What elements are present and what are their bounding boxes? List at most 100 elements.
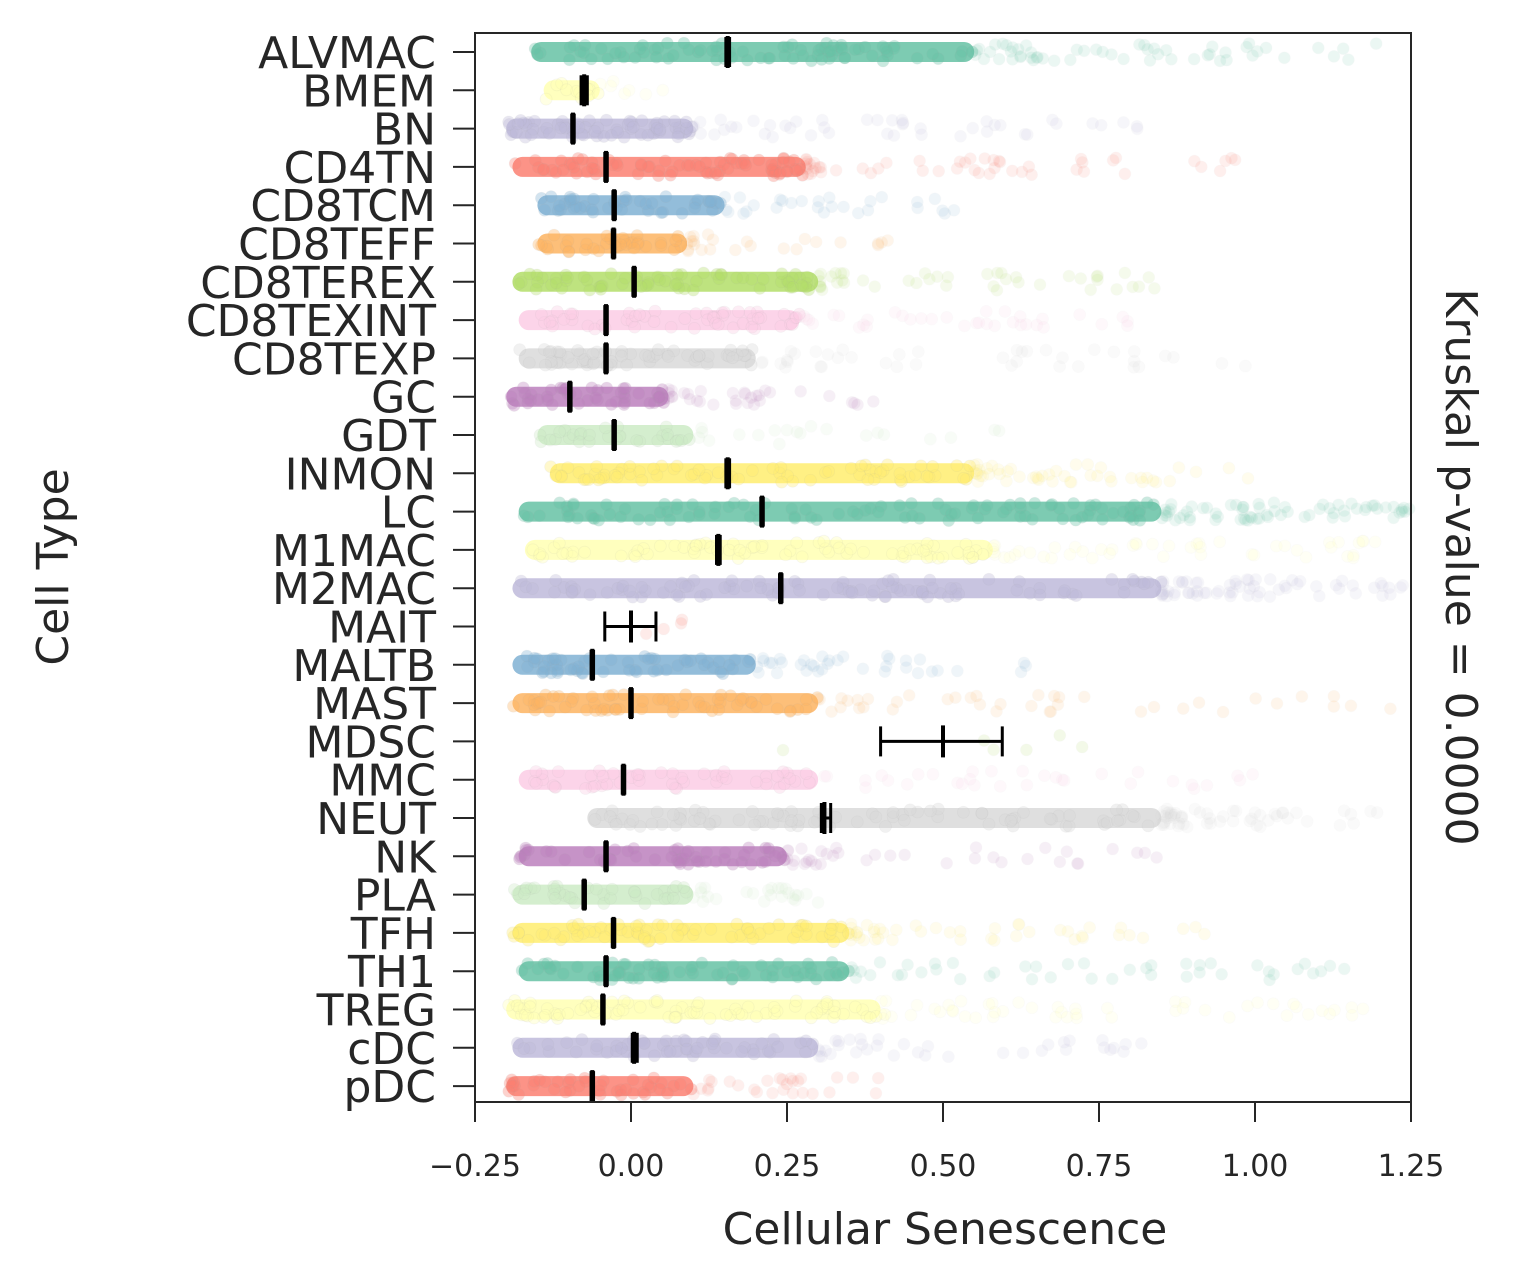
point-lc	[1052, 502, 1066, 515]
point-m2mac	[1249, 573, 1262, 586]
point-cd4tn	[658, 154, 672, 168]
point-cd4tn	[767, 169, 781, 183]
point-alvmac	[1012, 43, 1025, 56]
point-m1mac	[578, 545, 591, 559]
point-bn	[687, 120, 700, 133]
point-cd4tn	[987, 154, 1000, 167]
point-m1mac	[1003, 551, 1016, 564]
point-cd4tn	[723, 151, 737, 165]
point-inmon	[854, 459, 868, 473]
point-cdc	[679, 1034, 693, 1048]
point-lc	[1183, 511, 1196, 524]
point-cd8terex	[523, 267, 537, 281]
point-cd8texp	[681, 349, 695, 362]
point-lc	[670, 502, 684, 516]
point-cd8texint	[1121, 315, 1134, 328]
point-cd8tcm	[551, 204, 565, 217]
point-cd8terex	[1033, 278, 1046, 291]
point-maltb	[575, 666, 589, 680]
point-cd4tn	[673, 158, 686, 172]
point-m2mac	[1186, 587, 1199, 600]
point-m1mac	[1192, 537, 1205, 550]
point-lc	[945, 507, 958, 521]
point-gc	[745, 391, 758, 404]
point-gc	[657, 396, 671, 410]
point-maltb	[775, 656, 788, 669]
point-neut	[1155, 818, 1168, 831]
point-th1	[930, 963, 943, 976]
point-cd8terex	[561, 271, 574, 284]
point-maltb	[520, 649, 534, 663]
point-m2mac	[1223, 579, 1236, 592]
point-mmc	[773, 781, 787, 794]
point-m1mac	[1013, 545, 1026, 558]
point-gc	[738, 386, 751, 399]
point-lc	[567, 497, 580, 511]
point-mmc	[596, 770, 610, 783]
point-lc	[561, 510, 575, 524]
point-lc	[1298, 510, 1311, 523]
point-cd8teff	[587, 242, 600, 256]
point-tfh	[1012, 918, 1025, 931]
point-alvmac	[1133, 38, 1146, 51]
point-neut	[982, 817, 996, 831]
point-cd4tn	[528, 153, 542, 167]
point-cd8texint	[545, 319, 559, 333]
point-cd8texint	[537, 316, 551, 329]
point-maltb	[550, 658, 564, 672]
point-alvmac	[578, 38, 592, 52]
point-treg	[986, 997, 999, 1010]
point-m2mac	[1396, 579, 1409, 592]
point-cd8texint	[751, 311, 765, 325]
point-cd8tcm	[535, 191, 548, 205]
point-lc	[563, 508, 576, 522]
point-cd8texint	[622, 306, 636, 320]
point-cd8tcm	[554, 203, 567, 217]
point-bn	[668, 114, 682, 128]
point-cd8terex	[1074, 272, 1087, 285]
point-bn	[551, 117, 565, 131]
point-lc	[588, 512, 601, 526]
point-gdt	[733, 428, 746, 441]
point-cd4tn	[738, 156, 751, 170]
point-bmem	[591, 87, 605, 100]
point-cd8terex	[529, 282, 543, 296]
point-cd8texint	[1030, 319, 1043, 332]
point-cd8texint	[980, 305, 993, 318]
mean-m2mac	[778, 572, 784, 605]
point-cd8terex	[789, 267, 802, 281]
point-tfh	[824, 923, 838, 936]
point-cd4tn	[1225, 152, 1238, 165]
point-m2mac	[1117, 578, 1131, 591]
point-m1mac	[687, 542, 700, 556]
point-inmon	[922, 470, 936, 484]
point-lc	[1359, 503, 1372, 516]
point-inmon	[711, 466, 725, 480]
point-cd8tcm	[688, 197, 702, 210]
point-gdt	[804, 420, 817, 433]
point-cd8terex	[802, 283, 816, 297]
point-lc	[1075, 510, 1089, 524]
point-inmon	[926, 460, 939, 473]
point-neut	[666, 808, 680, 822]
point-cd4tn	[1075, 152, 1088, 165]
point-cd8texint	[564, 307, 578, 321]
point-m2mac	[1233, 580, 1246, 593]
point-cd8texint	[648, 304, 662, 318]
point-nk	[884, 849, 897, 862]
point-maltb	[878, 665, 891, 678]
point-bn	[653, 123, 667, 137]
point-tfh	[1054, 924, 1067, 937]
point-neut	[792, 813, 806, 827]
point-inmon	[867, 473, 881, 486]
strip-bn	[502, 113, 1144, 144]
point-mmc	[994, 780, 1007, 793]
point-alvmac	[637, 46, 651, 59]
point-alvmac	[865, 49, 879, 63]
point-pdc	[748, 1083, 761, 1096]
point-cdc	[560, 1036, 574, 1049]
point-mast	[813, 693, 826, 706]
point-cd8terex	[1110, 283, 1123, 296]
point-m2mac	[1313, 589, 1326, 602]
point-neut	[1168, 811, 1181, 824]
